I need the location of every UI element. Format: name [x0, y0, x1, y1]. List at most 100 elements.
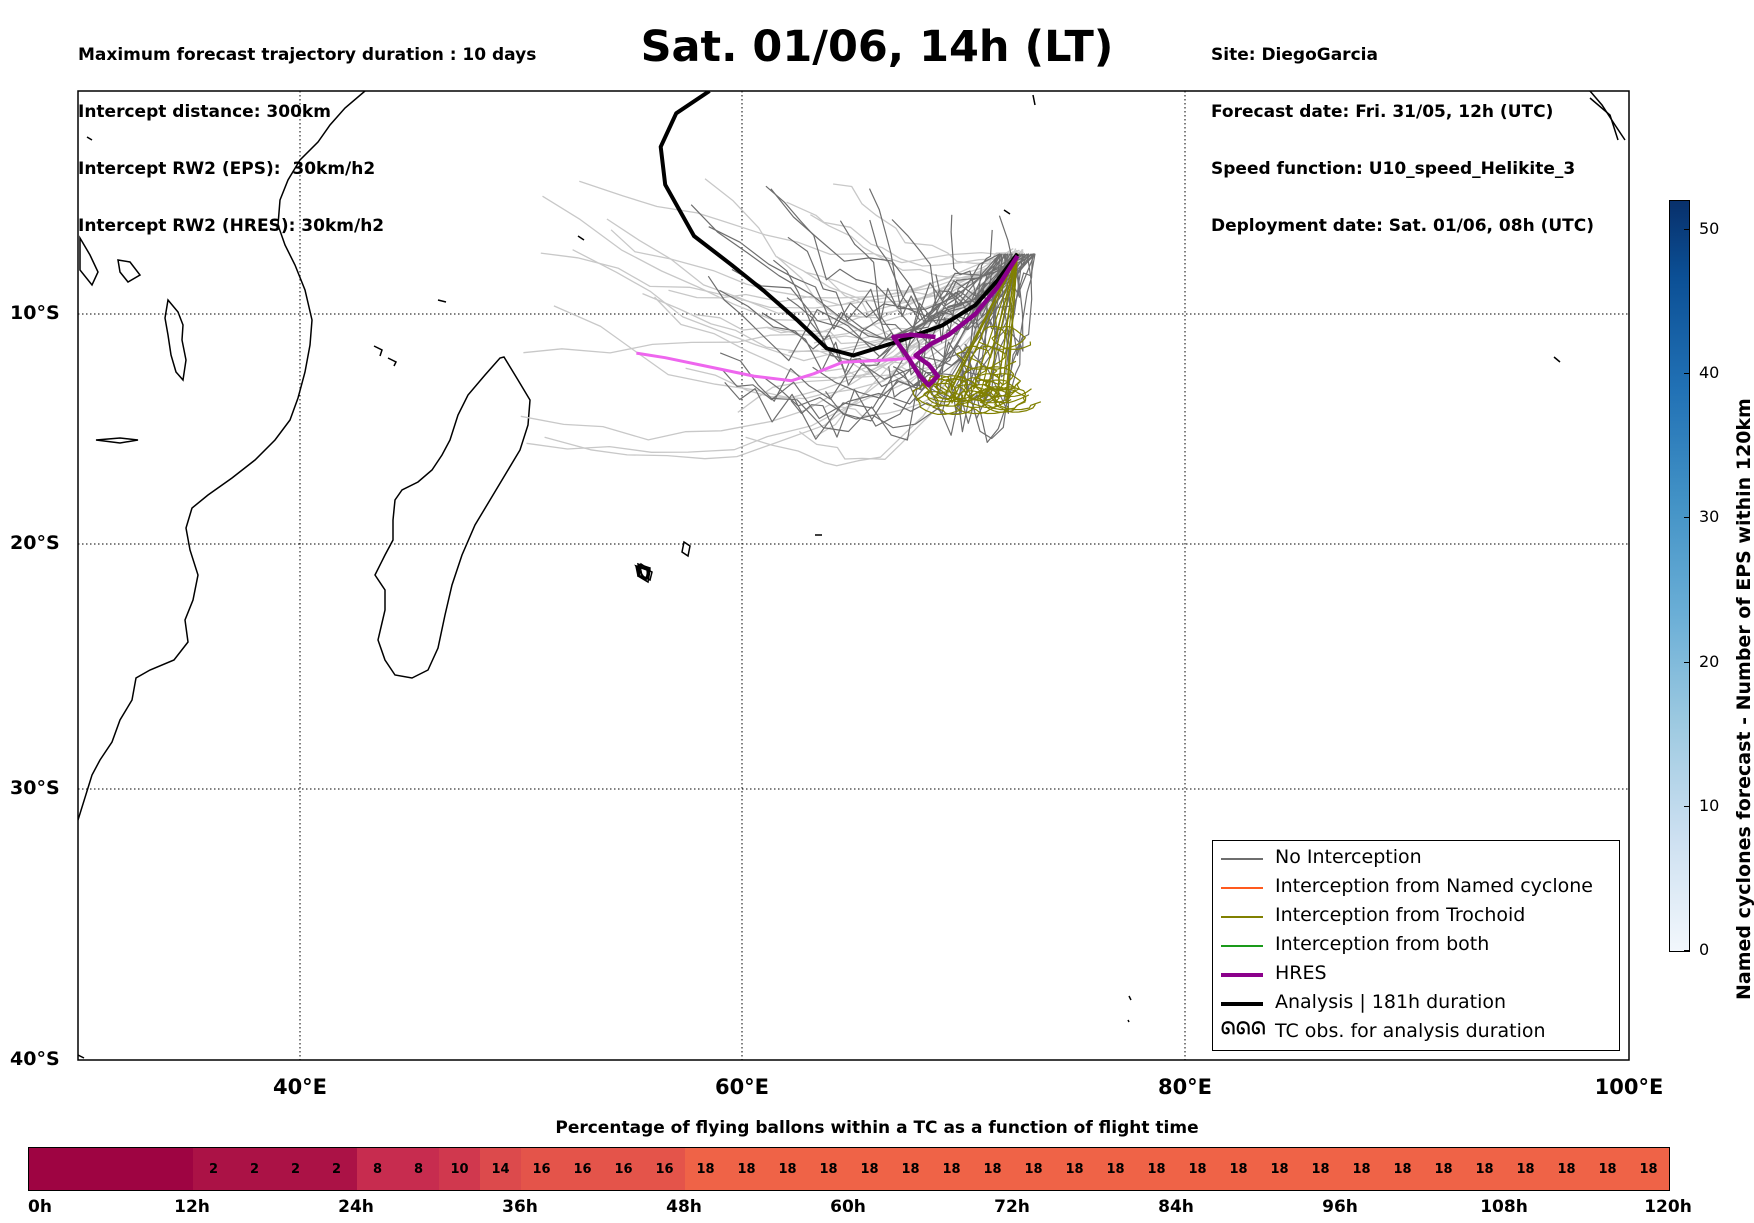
trochoid-track [977, 253, 1032, 350]
percentage-cell: 18 [1177, 1148, 1218, 1190]
trochoid-track [979, 253, 1042, 411]
percentage-tick-label: 48h [666, 1197, 702, 1217]
cyclone-symbol-icon: ᘏᘏᘏ [1221, 1019, 1267, 1039]
colorbar-tick-label: 40 [1699, 363, 1720, 383]
percentage-cell: 18 [1218, 1148, 1259, 1190]
main-title: Sat. 01/06, 14h (LT) [640, 22, 1114, 72]
colorbar-tick-label: 30 [1699, 507, 1720, 527]
percentage-tick-label: 108h [1480, 1197, 1528, 1217]
legend-swatch [1221, 945, 1263, 947]
reunion-main [636, 565, 650, 579]
percentage-cell: 16 [603, 1148, 644, 1190]
percentage-tick-label: 12h [174, 1197, 210, 1217]
map-frame [77, 90, 1630, 1061]
eps-track-dark [913, 253, 1036, 389]
percentage-tick-label: 120h [1644, 1197, 1692, 1217]
percentage-cell: 2 [234, 1148, 275, 1190]
lon-label: 60°E [714, 1075, 770, 1099]
eps-track-light [833, 183, 1015, 264]
eps-track-light [786, 201, 1022, 267]
lat-label: 40°S [10, 1048, 60, 1070]
percentage-cell: 2 [275, 1148, 316, 1190]
colorbar-title: Named cyclones forecast - Number of EPS … [1733, 398, 1754, 1000]
lake-4 [95, 437, 139, 444]
percentage-bar-title: Percentage of flying ballons within a TC… [555, 1118, 1199, 1138]
percentage-cell: 2 [193, 1148, 234, 1190]
percentage-bar: 2 2 2 2 8 8 10 14 16 16 16 16 18 18 18 18 18 18 18 18 18 18 18… [28, 1147, 1670, 1191]
lake-2 [79, 235, 99, 287]
eps-track-dark [812, 253, 1007, 399]
percentage-cell: 16 [562, 1148, 603, 1190]
percentage-cell: 16 [644, 1148, 685, 1190]
legend-label: Interception from Named cyclone [1275, 875, 1593, 897]
percentage-cell: 18 [1095, 1148, 1136, 1190]
percentage-cell: 18 [1300, 1148, 1341, 1190]
seychelles-2 [577, 235, 585, 241]
chagos [1003, 209, 1011, 215]
eps-track-dark [690, 204, 1001, 341]
percentage-cell: 18 [972, 1148, 1013, 1190]
comoros-2 [387, 357, 398, 367]
eps-track-light [745, 252, 1022, 467]
header-line: Deployment date: Sat. 01/06, 08h (UTC) [1211, 216, 1595, 236]
comoros-1 [373, 345, 383, 357]
eps-track-light [606, 218, 1016, 319]
legend-label: No Interception [1275, 846, 1422, 868]
eps-track-light [813, 250, 1016, 344]
map-legend: No Interception Interception from Named … [1212, 840, 1620, 1051]
header-line: Intercept distance: 300km [78, 102, 331, 122]
percentage-tick-label: 84h [1158, 1197, 1194, 1217]
percentage-cell: 18 [1587, 1148, 1628, 1190]
percentage-cell: 18 [685, 1148, 726, 1190]
percentage-cell: 18 [1341, 1148, 1382, 1190]
legend-swatch [1221, 887, 1263, 889]
percentage-cell: 18 [1136, 1148, 1177, 1190]
legend-label: Analysis | 181h duration [1275, 991, 1507, 1013]
coastline [78, 91, 1626, 1059]
gridlines [78, 91, 1629, 1060]
percentage-tick-label: 24h [338, 1197, 374, 1217]
eps-track-dark [719, 253, 1036, 402]
maldives-1 [1032, 94, 1036, 106]
percentage-cell: 18 [1464, 1148, 1505, 1190]
percentage-tick-label: 36h [502, 1197, 538, 1217]
percentage-cell: 8 [357, 1148, 398, 1190]
colorbar-tick-label: 20 [1699, 651, 1720, 671]
eps-track-dark [891, 219, 1023, 343]
trochoid-track [977, 253, 1036, 413]
lon-label: 40°E [272, 1075, 328, 1099]
header-right-info: Site: DiegoGarcia Forecast date: Fri. 31… [1211, 8, 1594, 255]
lake-3 [117, 259, 142, 283]
percentage-cell [29, 1148, 70, 1190]
colorbar-tick-mark [1684, 373, 1689, 375]
eps-track-light [523, 256, 1014, 354]
legend-label: HRES [1275, 962, 1327, 984]
madagascar-coast [374, 356, 531, 679]
percentage-cell: 18 [726, 1148, 767, 1190]
seychelles [437, 299, 447, 303]
eps-track-dark [721, 253, 1026, 420]
percentage-cell: 18 [808, 1148, 849, 1190]
colorbar-tick-mark [1684, 228, 1689, 230]
percentage-cell: 2 [316, 1148, 357, 1190]
eps-track-dark [719, 253, 1026, 374]
header-line: Maximum forecast trajectory duration : 1… [78, 45, 537, 65]
percentage-cell [70, 1148, 111, 1190]
header-line: Speed function: U10_speed_Helikite_3 [1211, 159, 1576, 179]
eps-track-dark [893, 253, 1011, 436]
lat-label: 30°S [10, 777, 60, 799]
percentage-cell: 18 [1054, 1148, 1095, 1190]
legend-label: TC obs. for analysis duration [1275, 1020, 1546, 1042]
percentage-cell: 18 [1505, 1148, 1546, 1190]
header-line: Intercept RW2 (HRES): 30km/h2 [78, 216, 385, 236]
percentage-cell: 18 [849, 1148, 890, 1190]
percentage-cell: 10 [439, 1148, 480, 1190]
percentage-tick-label: 60h [830, 1197, 866, 1217]
percentage-cell [111, 1148, 152, 1190]
legend-swatch [1221, 1002, 1263, 1006]
percentage-cell: 18 [1013, 1148, 1054, 1190]
colorbar-tick-label: 0 [1699, 940, 1710, 959]
legend-swatch [1221, 973, 1263, 977]
legend-item-trochoid: Interception from Trochoid [1213, 903, 1619, 931]
trochoid-track [916, 253, 1019, 415]
